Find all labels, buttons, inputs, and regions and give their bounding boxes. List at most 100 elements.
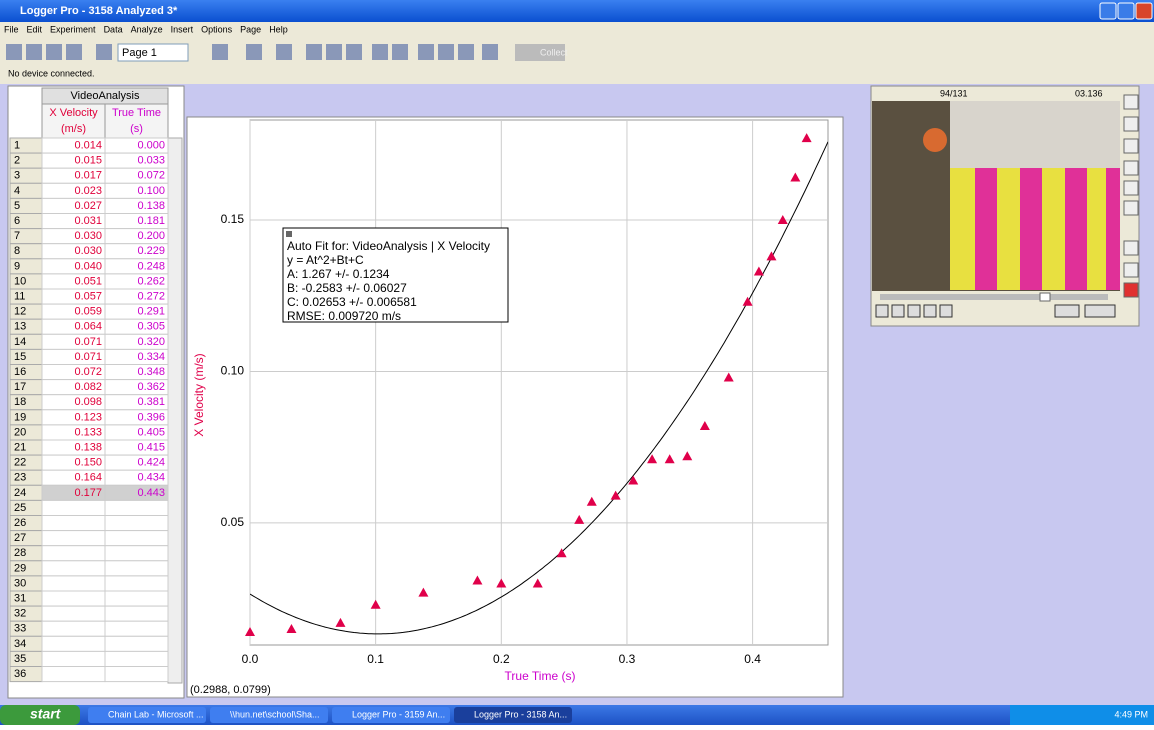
row-number: 33 xyxy=(14,623,26,635)
tool-button[interactable] xyxy=(1124,181,1138,195)
tool-button[interactable] xyxy=(1124,161,1138,175)
cursor-readout: (0.2988, 0.0799) xyxy=(190,684,271,696)
menu-item[interactable]: Analyze xyxy=(131,24,163,34)
cell xyxy=(105,531,168,546)
menu-item[interactable]: Options xyxy=(201,24,233,34)
table-scrollbar[interactable] xyxy=(168,138,182,683)
cell-value: 0.027 xyxy=(74,200,102,212)
menu-item[interactable]: Edit xyxy=(27,24,43,34)
taskbar-item-label: Logger Pro - 3159 An... xyxy=(352,709,445,719)
column-name: X Velocity xyxy=(49,107,98,119)
video-slider[interactable] xyxy=(880,294,1108,300)
tool-icon[interactable] xyxy=(372,44,388,60)
row-number: 13 xyxy=(14,321,26,333)
video-frame: 94/131 xyxy=(940,88,968,98)
menu-item[interactable]: Insert xyxy=(171,24,194,34)
y-axis-label: X Velocity (m/s) xyxy=(192,353,206,436)
cell-value: 0.150 xyxy=(74,457,102,469)
tool-icon[interactable] xyxy=(26,44,42,60)
tool-icon[interactable] xyxy=(438,44,454,60)
cell-value: 0.059 xyxy=(74,306,102,318)
tool-button[interactable] xyxy=(1124,117,1138,131)
status-text: No device connected. xyxy=(8,68,95,78)
cell-value: 0.100 xyxy=(137,185,165,197)
tool-icon[interactable] xyxy=(458,44,474,60)
cell-value: 0.248 xyxy=(137,260,165,272)
x-tick-label: 0.1 xyxy=(367,652,384,666)
row-number: 19 xyxy=(14,411,26,423)
toolbar-icons xyxy=(6,44,498,60)
maximize-button[interactable] xyxy=(1118,3,1134,19)
cell xyxy=(105,546,168,561)
cell-value: 0.200 xyxy=(137,230,165,242)
row-number: 2 xyxy=(14,155,20,167)
video-slider-thumb[interactable] xyxy=(1040,293,1050,301)
minimize-button[interactable] xyxy=(1100,3,1116,19)
cell-value: 0.133 xyxy=(74,426,102,438)
row-number: 30 xyxy=(14,577,26,589)
tool-icon[interactable] xyxy=(326,44,342,60)
cell xyxy=(42,606,105,621)
cell-value: 0.262 xyxy=(137,275,165,287)
x-tick-label: 0.3 xyxy=(619,652,636,666)
start-button[interactable] xyxy=(908,305,920,317)
tool-icon[interactable] xyxy=(246,44,262,60)
forward-button[interactable] xyxy=(940,305,952,317)
tool-icon[interactable] xyxy=(66,44,82,60)
tool-button[interactable] xyxy=(1124,263,1138,277)
cell-value: 0.305 xyxy=(137,321,165,333)
row-number: 26 xyxy=(14,517,26,529)
y-tick-label: 0.10 xyxy=(221,364,245,378)
points-button[interactable] xyxy=(1085,305,1115,317)
collect-label: Collect xyxy=(540,47,568,57)
tool-icon[interactable] xyxy=(482,44,498,60)
cell-value: 0.272 xyxy=(137,290,165,302)
cell-value: 0.229 xyxy=(137,245,165,257)
fit-box-close[interactable] xyxy=(286,231,292,237)
row-number: 23 xyxy=(14,472,26,484)
tool-button[interactable] xyxy=(1124,283,1138,297)
tool-icon[interactable] xyxy=(392,44,408,60)
tool-icon[interactable] xyxy=(276,44,292,60)
row-number: 16 xyxy=(14,366,26,378)
menu-item[interactable]: Page xyxy=(240,24,261,34)
cell-value: 0.098 xyxy=(74,396,102,408)
row-number: 28 xyxy=(14,547,26,559)
tool-icon[interactable] xyxy=(212,44,228,60)
cell-value: 0.443 xyxy=(137,487,165,499)
tool-icon[interactable] xyxy=(418,44,434,60)
tool-button[interactable] xyxy=(1124,201,1138,215)
tool-icon[interactable] xyxy=(96,44,112,60)
cell xyxy=(42,576,105,591)
row-number: 12 xyxy=(14,306,26,318)
row-number: 1 xyxy=(14,139,20,151)
cell xyxy=(105,561,168,576)
menu-item[interactable]: File xyxy=(4,24,19,34)
cell-value: 0.040 xyxy=(74,260,102,272)
tool-button[interactable] xyxy=(1124,241,1138,255)
tool-button[interactable] xyxy=(1124,139,1138,153)
play-button[interactable] xyxy=(876,305,888,317)
cell-value: 0.405 xyxy=(137,426,165,438)
stop-button[interactable] xyxy=(892,305,904,317)
back-button[interactable] xyxy=(924,305,936,317)
close-button[interactable] xyxy=(1136,3,1152,19)
tool-icon[interactable] xyxy=(46,44,62,60)
scale-button[interactable] xyxy=(1055,305,1079,317)
row-number: 17 xyxy=(14,381,26,393)
tool-icon[interactable] xyxy=(6,44,22,60)
row-number: 34 xyxy=(14,638,26,650)
cell-value: 0.031 xyxy=(74,215,102,227)
cell xyxy=(105,516,168,531)
tool-icon[interactable] xyxy=(346,44,362,60)
x-tick-label: 0.0 xyxy=(242,652,259,666)
menu-item[interactable]: Help xyxy=(269,24,288,34)
cell-value: 0.320 xyxy=(137,336,165,348)
y-tick-label: 0.15 xyxy=(221,212,245,226)
tool-button[interactable] xyxy=(1124,95,1138,109)
tool-icon[interactable] xyxy=(306,44,322,60)
row-number: 24 xyxy=(14,487,26,499)
y-tick-label: 0.05 xyxy=(221,515,245,529)
menu-item[interactable]: Data xyxy=(104,24,123,34)
menu-item[interactable]: Experiment xyxy=(50,24,96,34)
